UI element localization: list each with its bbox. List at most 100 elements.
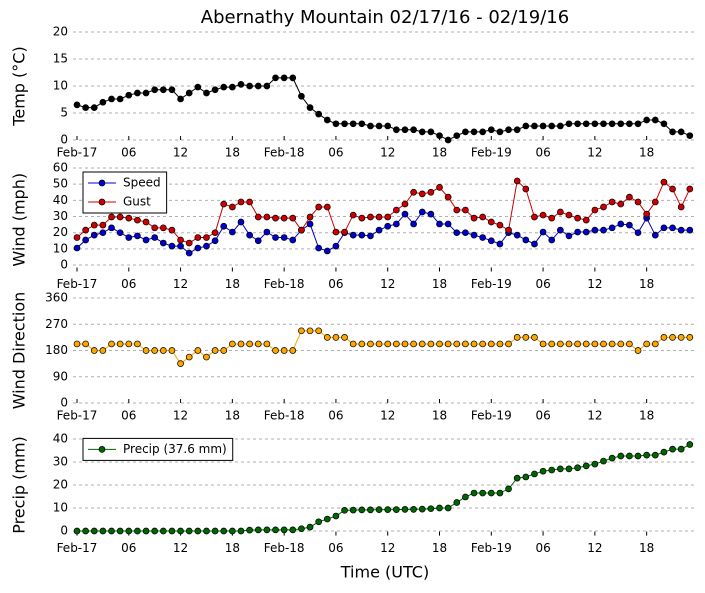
x-tick-label: Feb-19 (471, 277, 512, 291)
data-point (582, 216, 590, 224)
data-point (323, 203, 331, 211)
y-tick-label: 360 (45, 291, 68, 305)
data-point (548, 236, 556, 244)
data-point (591, 226, 599, 234)
data-point (220, 222, 228, 230)
data-point (393, 220, 400, 228)
data-point (298, 525, 305, 533)
data-point (211, 86, 219, 94)
y-tick-label: 20 (53, 25, 68, 39)
x-tick-label: Feb-18 (264, 277, 305, 291)
data-point (323, 247, 331, 255)
y-axis-label: Temp (°C) (10, 46, 29, 126)
data-point (280, 347, 288, 354)
data-point (626, 120, 633, 128)
y-tick-label: 0 (60, 133, 68, 147)
data-point (73, 244, 81, 252)
data-point (617, 220, 625, 228)
data-point (686, 226, 694, 234)
x-tick-label: 12 (380, 146, 395, 160)
data-point (574, 214, 581, 222)
data-point (453, 229, 461, 237)
legend-marker (98, 198, 106, 206)
data-point (522, 473, 530, 481)
data-point (159, 239, 167, 247)
data-point (73, 101, 81, 109)
data-point (444, 193, 452, 201)
data-point (289, 74, 297, 82)
data-point (436, 340, 443, 348)
data-point (99, 221, 107, 229)
data-point (634, 198, 642, 206)
y-axis-label: Precip (mm) (10, 436, 29, 534)
x-tick-label: Feb-19 (471, 409, 512, 423)
data-point (565, 340, 573, 348)
x-tick-label: Feb-17 (57, 146, 98, 160)
data-point (608, 198, 616, 206)
y-tick-label: 30 (53, 455, 68, 469)
data-point (82, 340, 89, 348)
x-tick-label: 06 (535, 541, 550, 555)
data-point (108, 527, 115, 535)
data-point (677, 226, 685, 234)
x-tick-label: 12 (380, 409, 395, 423)
x-tick-label: Feb-18 (264, 541, 305, 555)
data-point (108, 213, 115, 221)
y-axis-label: Wind (mph) (10, 173, 29, 267)
data-point (496, 128, 504, 136)
data-point (323, 334, 331, 341)
data-point (487, 126, 495, 134)
x-tick-label: 12 (173, 146, 188, 160)
data-point (418, 190, 426, 198)
data-point (634, 120, 642, 128)
data-point (315, 244, 323, 252)
y-tick-label: 0 (60, 396, 68, 410)
data-point (125, 234, 133, 241)
data-point (643, 210, 651, 218)
data-point (669, 445, 676, 453)
data-point (626, 340, 633, 348)
legend: Speed Gust (82, 171, 168, 214)
data-point (73, 527, 81, 535)
data-point (384, 213, 392, 221)
data-point (134, 340, 141, 348)
y-tick-label: 270 (45, 317, 68, 331)
data-point (306, 523, 314, 531)
data-point (522, 334, 530, 341)
data-point (82, 527, 89, 535)
data-point (254, 237, 262, 245)
data-point (496, 489, 504, 497)
x-tick-label: 06 (535, 146, 550, 160)
data-point (470, 340, 478, 348)
data-point (99, 347, 107, 354)
data-point (608, 224, 616, 232)
data-point (194, 244, 202, 252)
data-point (134, 216, 141, 224)
y-tick-label: 30 (53, 209, 68, 223)
data-point (556, 465, 564, 473)
data-point (263, 526, 271, 534)
data-point (203, 234, 210, 241)
data-point (479, 234, 487, 241)
data-point (600, 226, 607, 234)
x-tick-label: 06 (121, 146, 136, 160)
data-point (280, 74, 288, 82)
data-point (617, 340, 625, 348)
data-point (531, 334, 538, 341)
data-point (418, 208, 426, 216)
data-point (401, 340, 409, 348)
data-point (427, 210, 435, 218)
data-point (194, 234, 202, 241)
data-point (401, 126, 409, 134)
data-point (626, 193, 633, 201)
data-point (677, 128, 685, 136)
data-point (574, 228, 581, 236)
data-point (686, 185, 694, 193)
data-point (306, 220, 314, 228)
data-point (73, 234, 81, 241)
data-point (513, 177, 521, 185)
legend: Precip (37.6 mm) (82, 437, 234, 461)
data-point (367, 506, 374, 514)
data-point (600, 120, 607, 128)
data-point (565, 232, 573, 240)
